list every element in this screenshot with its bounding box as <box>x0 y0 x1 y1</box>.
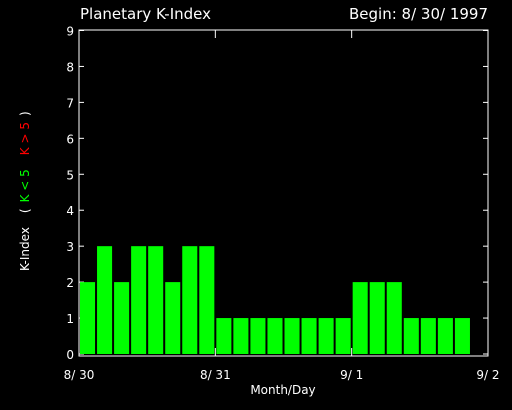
k-index-bar <box>352 282 368 354</box>
y-tick-label: 9 <box>66 25 74 39</box>
y-axis-label-high: K > 5 <box>18 122 32 155</box>
y-tick-label: 4 <box>66 204 74 218</box>
k-index-bar <box>250 318 266 354</box>
k-index-bar <box>318 318 334 354</box>
y-tick-label: 3 <box>66 240 74 254</box>
k-index-bar <box>233 318 249 354</box>
k-index-bar <box>335 318 351 354</box>
k-index-bar <box>284 318 300 354</box>
k-index-bar <box>199 246 215 354</box>
y-tick-label: 0 <box>66 348 74 362</box>
k-index-bar <box>131 246 147 354</box>
k-index-bar <box>301 318 317 354</box>
y-tick-label: 1 <box>66 312 74 326</box>
k-index-bar <box>454 318 470 354</box>
y-tick-label: 6 <box>66 132 74 146</box>
k-index-bar <box>369 282 385 354</box>
k-index-bar <box>182 246 198 354</box>
y-tick-label: 2 <box>66 276 74 290</box>
x-tick-label: 8/ 31 <box>200 368 231 382</box>
x-tick-label: 9/ 1 <box>340 368 363 382</box>
bar-series <box>80 246 470 354</box>
k-index-bar <box>403 318 419 354</box>
x-tick-label: 8/ 30 <box>64 368 95 382</box>
y-axis-label-low: K < 5 <box>18 169 32 202</box>
k-index-bar <box>148 246 164 354</box>
y-tick-label: 7 <box>66 96 74 110</box>
x-tick-label: 9/ 2 <box>476 368 499 382</box>
begin-date: Begin: 8/ 30/ 1997 <box>349 5 488 23</box>
y-axis-label-open: ( <box>18 208 32 213</box>
y-axis: 0 1 2 3 4 5 6 7 8 9 <box>66 25 488 362</box>
k-index-bar <box>165 282 181 354</box>
svg-text:K-Index(K < 5K > 5): K-Index ( K < 5 K > 5) <box>18 92 32 298</box>
y-axis-label-close: ) <box>18 111 32 116</box>
y-tick-label: 8 <box>66 60 74 74</box>
chart-title: Planetary K-Index <box>80 5 211 23</box>
y-axis-label-prefix: K-Index <box>18 227 32 271</box>
k-index-bar <box>386 282 402 354</box>
x-axis: 8/ 30 8/ 31 9/ 1 9/ 2 <box>64 30 500 382</box>
k-index-bar <box>80 282 96 354</box>
x-axis-label: Month/Day <box>250 383 315 397</box>
y-axis-label: K-Index ( K < 5 K > 5) <box>18 92 32 298</box>
k-index-bar <box>114 282 130 354</box>
k-index-bar <box>216 318 232 354</box>
k-index-bar <box>437 318 453 354</box>
k-index-bar <box>420 318 436 354</box>
k-index-bar <box>97 246 113 354</box>
plot-frame <box>78 29 489 357</box>
y-tick-label: 5 <box>66 168 74 182</box>
k-index-bar <box>267 318 283 354</box>
